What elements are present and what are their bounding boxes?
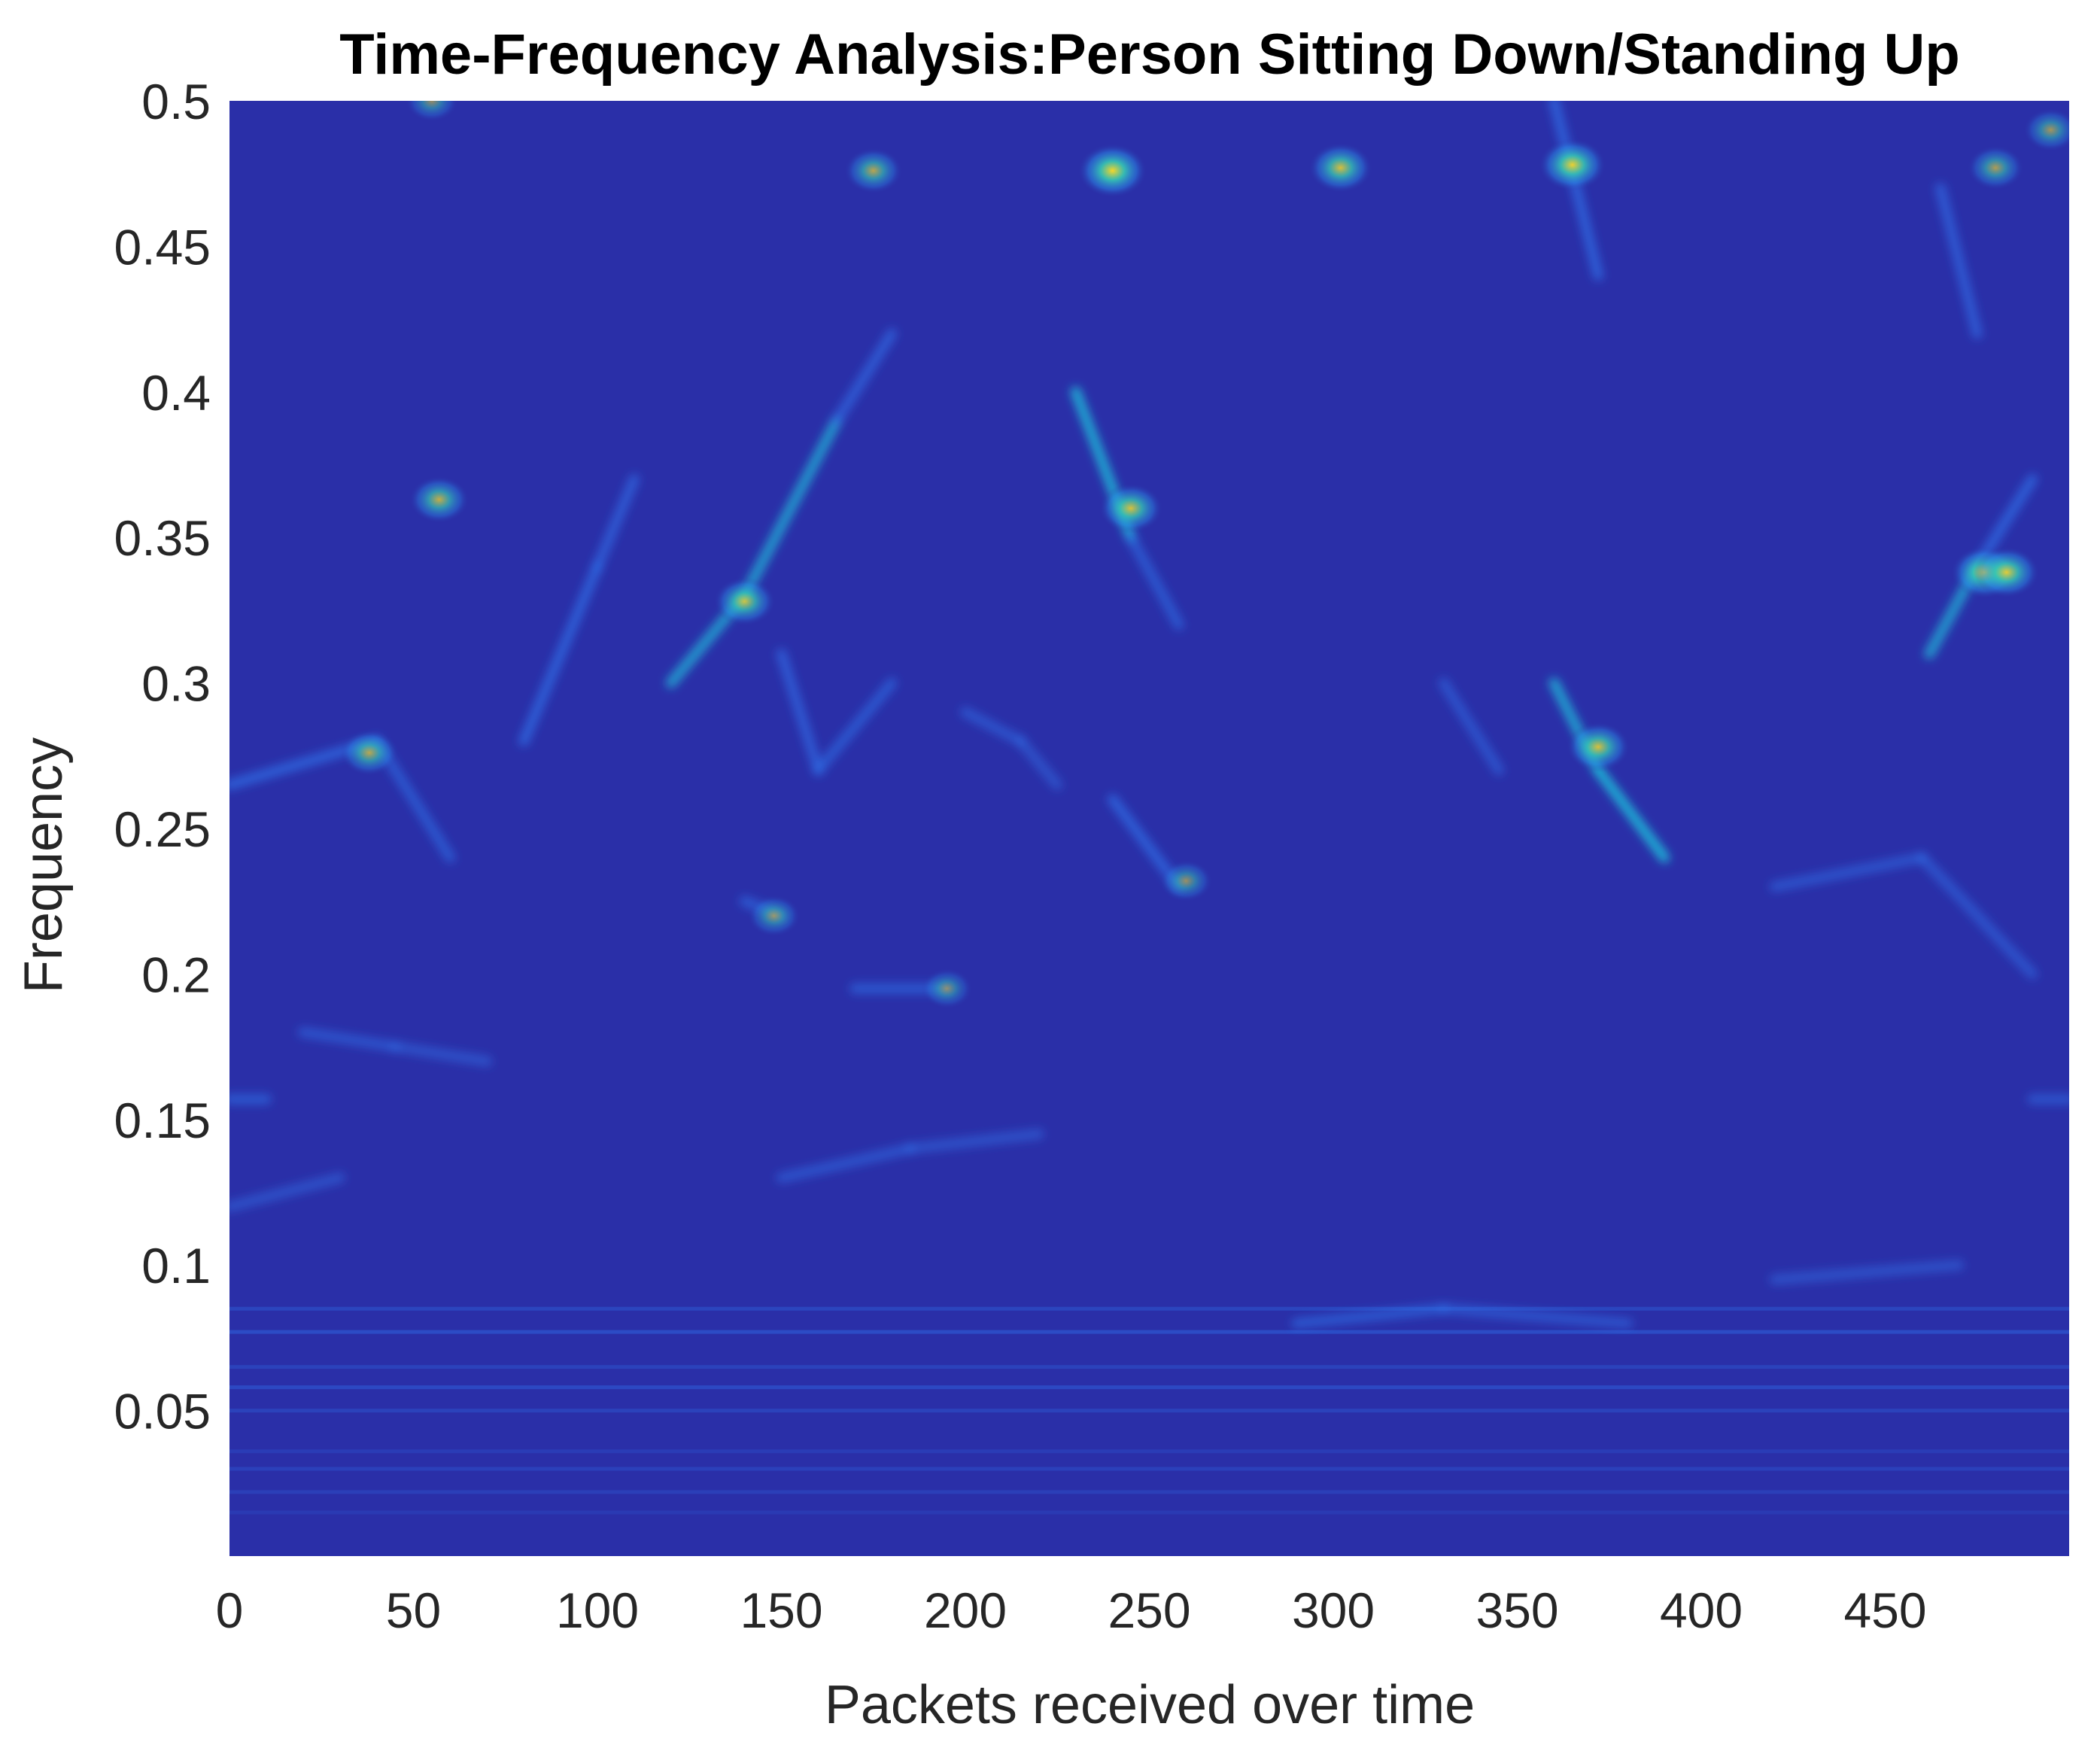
ridge-line bbox=[1593, 765, 1670, 863]
x-tick-label: 350 bbox=[1475, 1582, 1558, 1638]
hotspot bbox=[843, 147, 903, 194]
hotspot bbox=[713, 576, 776, 626]
hotspot bbox=[1974, 546, 2040, 598]
ridge-line bbox=[776, 648, 824, 776]
y-tick-label: 0.4 bbox=[141, 365, 211, 421]
plot-area bbox=[229, 101, 2069, 1556]
y-tick-label: 0.25 bbox=[114, 801, 211, 857]
ridge-line bbox=[518, 561, 603, 746]
ridge-line bbox=[739, 415, 842, 601]
ridge-line bbox=[831, 328, 898, 427]
x-tick-label: 400 bbox=[1660, 1582, 1743, 1638]
ridge-line bbox=[1438, 1303, 1634, 1329]
y-tick-label: 0.05 bbox=[114, 1384, 211, 1439]
ridge-line bbox=[297, 1026, 401, 1053]
y-axis: 0.05 0.1 0.15 0.2 0.25 0.3 0.35 0.4 0.45 0.5 bbox=[114, 74, 211, 1439]
hotspot bbox=[1967, 145, 2024, 190]
y-tick-label: 0.1 bbox=[141, 1238, 211, 1293]
ridge-line bbox=[390, 1041, 493, 1067]
x-axis: 0 50 100 150 200 250 300 350 400 450 bbox=[216, 1582, 1927, 1638]
y-tick-label: 0.35 bbox=[114, 510, 211, 566]
chart-title: Time-Frequency Analysis:Person Sitting D… bbox=[339, 23, 1960, 87]
hotspot bbox=[1077, 143, 1147, 198]
y-tick-label: 0.45 bbox=[114, 219, 211, 275]
ridge-line bbox=[813, 677, 898, 776]
x-tick-label: 0 bbox=[216, 1582, 244, 1638]
hotspot bbox=[921, 968, 973, 1009]
ridge-line bbox=[1769, 1260, 1965, 1285]
hotspot bbox=[1159, 859, 1213, 902]
x-tick-label: 200 bbox=[924, 1582, 1007, 1638]
hotspot bbox=[1308, 142, 1373, 193]
y-tick-label: 0.15 bbox=[114, 1093, 211, 1148]
x-tick-label: 250 bbox=[1108, 1582, 1190, 1638]
hotspot bbox=[340, 729, 399, 777]
hotspot bbox=[1099, 483, 1163, 533]
x-tick-label: 300 bbox=[1292, 1582, 1375, 1638]
hotspot bbox=[1566, 722, 1630, 772]
hotspot bbox=[405, 101, 459, 122]
hotspot-group bbox=[340, 101, 2069, 1009]
ridge-line bbox=[1916, 852, 2038, 980]
x-tick-label: 150 bbox=[740, 1582, 822, 1638]
x-tick-label: 50 bbox=[386, 1582, 441, 1638]
ridge-line bbox=[1438, 677, 1505, 776]
ridge-line bbox=[229, 1172, 345, 1212]
ridge-line bbox=[1769, 852, 1928, 892]
x-tick-label: 450 bbox=[1843, 1582, 1926, 1638]
ridge-line bbox=[776, 1143, 916, 1184]
x-axis-label: Packets received over time bbox=[825, 1675, 1475, 1735]
y-tick-label: 0.2 bbox=[141, 947, 211, 1002]
y-tick-label: 0.5 bbox=[141, 74, 211, 129]
hotspot bbox=[747, 895, 801, 937]
ridge-line bbox=[904, 1129, 1044, 1154]
y-axis-label: Frequency bbox=[14, 737, 74, 993]
y-tick-label: 0.3 bbox=[141, 656, 211, 712]
ridge-line bbox=[1934, 183, 1983, 339]
hotspot bbox=[2023, 108, 2069, 152]
ridge-line bbox=[1126, 532, 1184, 631]
hotspot bbox=[1539, 138, 1606, 192]
ridge-line bbox=[1015, 735, 1063, 790]
x-tick-label: 100 bbox=[556, 1582, 639, 1638]
hotspot bbox=[409, 476, 470, 524]
ridge-line bbox=[592, 473, 640, 572]
ridge-line bbox=[960, 707, 1026, 746]
ridge-line bbox=[1291, 1303, 1449, 1329]
spectrogram-layer bbox=[229, 101, 2069, 1515]
